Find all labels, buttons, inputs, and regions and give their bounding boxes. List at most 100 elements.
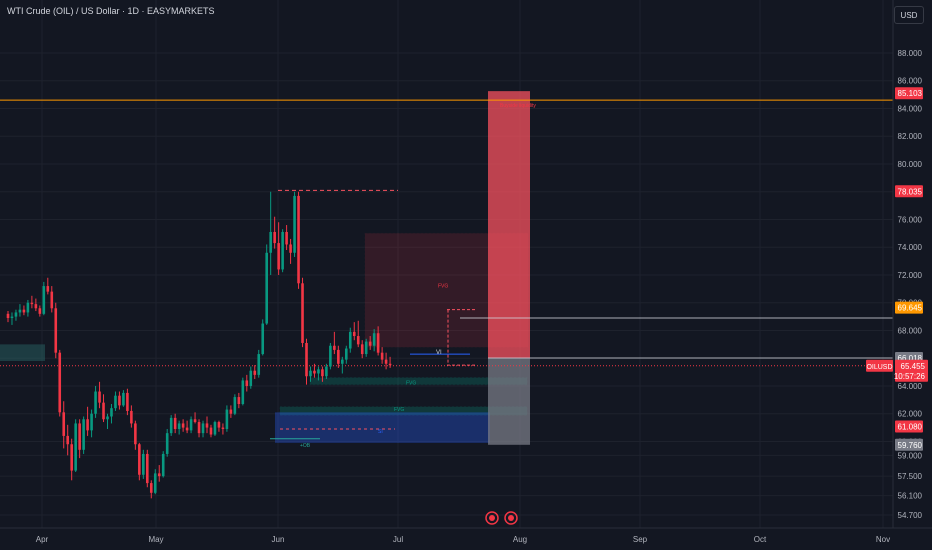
candle-body <box>38 308 42 314</box>
candle-body <box>50 291 54 309</box>
annotation-label: Buyside liquidity <box>500 103 536 109</box>
candle-body <box>317 369 320 374</box>
candle-body <box>157 473 161 477</box>
price-label-text: 85.103 <box>898 89 923 98</box>
candle-body <box>356 336 360 345</box>
price-label-box <box>895 87 923 100</box>
symbol-label-box <box>866 359 893 372</box>
candle-body <box>58 352 62 413</box>
price-label-box <box>895 301 923 314</box>
y-tick-label: 57.500 <box>898 472 923 481</box>
candle-body <box>225 409 229 429</box>
candle-body <box>10 316 14 318</box>
candle-body <box>161 453 165 477</box>
rr-target-zone <box>488 91 530 359</box>
candle-body <box>301 283 304 343</box>
candle-body <box>205 423 209 428</box>
candle-body <box>118 395 121 406</box>
annotation-label: VI <box>436 350 442 356</box>
candle-body <box>277 243 280 270</box>
y-tick-label: 80.000 <box>898 160 923 169</box>
y-tick-label: 86.000 <box>898 77 923 86</box>
y-tick-label: 59.000 <box>898 451 923 460</box>
price-label-box <box>895 420 923 433</box>
price-label-box <box>895 185 923 198</box>
candle-body <box>388 363 392 366</box>
candle-body <box>241 380 245 405</box>
candle-body <box>6 313 10 318</box>
candle-body <box>26 302 30 313</box>
left-fvg-zone <box>0 344 45 361</box>
candle-body <box>177 423 181 429</box>
x-tick-label: Aug <box>513 535 527 544</box>
annotation-label: FVG <box>394 407 404 413</box>
candle-body <box>360 344 364 355</box>
candle-body <box>368 341 372 346</box>
candle-body <box>22 309 26 313</box>
x-tick-label: Sep <box>633 535 648 544</box>
candle-body <box>130 410 133 424</box>
candle-body <box>78 423 81 450</box>
candle-body <box>134 423 137 445</box>
event-icon-dot <box>508 515 514 521</box>
candle-body <box>384 359 388 364</box>
candle-body <box>348 331 352 349</box>
candle-body <box>233 397 237 414</box>
candle-body <box>269 231 272 253</box>
candle-body <box>142 453 145 475</box>
candle-body <box>352 331 356 337</box>
currency-button[interactable]: USD <box>894 6 924 24</box>
candle-body <box>94 391 97 414</box>
candle-body <box>153 473 157 493</box>
candle-body <box>337 349 340 364</box>
current-price-box <box>895 359 928 382</box>
candle-body <box>138 444 141 475</box>
candle-body <box>309 370 312 377</box>
countdown-text: 10:57:26 <box>894 372 926 381</box>
candle-body <box>341 359 344 364</box>
candle-body <box>197 422 201 434</box>
candle-body <box>98 391 101 403</box>
candle-body <box>146 453 149 484</box>
annotation-label: FVG <box>406 381 416 387</box>
y-tick-label: 62.000 <box>898 410 923 419</box>
price-label-box <box>895 438 923 451</box>
candle-body <box>325 366 328 377</box>
y-tick-label: 76.000 <box>898 215 923 224</box>
price-label-text: 61.080 <box>898 422 923 431</box>
candle-body <box>169 417 173 434</box>
fvg-bullish-zone-lower <box>279 406 528 416</box>
candle-body <box>189 419 193 431</box>
candle-body <box>126 392 129 411</box>
candle-body <box>380 352 384 360</box>
candle-body <box>293 195 296 253</box>
candle-body <box>70 444 73 471</box>
candle-body <box>110 408 113 417</box>
candle-body <box>165 433 169 454</box>
candle-body <box>209 427 213 435</box>
candle-body <box>364 341 368 355</box>
candle-body <box>245 380 249 386</box>
candle-body <box>329 345 332 367</box>
candle-body <box>82 419 85 450</box>
x-tick-label: Oct <box>754 535 767 544</box>
chart-title: WTI Crude (OIL) / US Dollar · 1D · EASYM… <box>7 6 215 16</box>
candle-body <box>217 422 221 428</box>
candle-body <box>102 402 105 420</box>
candle-body <box>249 370 253 386</box>
candle-body <box>313 370 316 374</box>
price-label-text: 69.645 <box>898 304 923 313</box>
candle-body <box>261 323 265 355</box>
price-label-text: 59.760 <box>898 441 923 450</box>
rr-stop-zone <box>488 358 530 445</box>
x-tick-label: Jul <box>393 535 403 544</box>
candle-body <box>281 231 284 270</box>
y-tick-label: 64.000 <box>898 382 923 391</box>
candle-body <box>285 231 288 245</box>
y-tick-label: 82.000 <box>898 132 923 141</box>
annotation-label: +OB <box>300 443 311 449</box>
candle-body <box>18 309 22 313</box>
x-tick-label: Jun <box>272 535 285 544</box>
